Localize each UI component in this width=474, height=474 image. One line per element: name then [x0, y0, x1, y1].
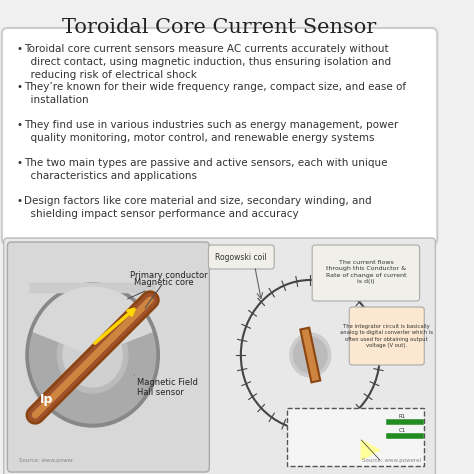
- FancyBboxPatch shape: [312, 245, 419, 301]
- Text: •: •: [17, 196, 23, 206]
- Text: They find use in various industries such as energy management, power
  quality m: They find use in various industries such…: [24, 120, 398, 143]
- Text: •: •: [17, 158, 23, 168]
- Text: •: •: [17, 44, 23, 54]
- Text: •: •: [17, 82, 23, 92]
- Text: Source: www.powerel: Source: www.powerel: [362, 458, 420, 463]
- Circle shape: [293, 337, 327, 373]
- FancyBboxPatch shape: [2, 28, 437, 245]
- Text: Design factors like core material and size, secondary winding, and
  shielding i: Design factors like core material and si…: [24, 196, 372, 219]
- Text: Primary conductor: Primary conductor: [130, 271, 207, 308]
- FancyBboxPatch shape: [4, 238, 436, 474]
- Text: Toroidal core current sensors measure AC currents accurately without
  direct co: Toroidal core current sensors measure AC…: [24, 44, 391, 81]
- FancyBboxPatch shape: [287, 408, 424, 466]
- FancyBboxPatch shape: [209, 245, 274, 269]
- Circle shape: [63, 323, 122, 387]
- Text: •: •: [17, 120, 23, 130]
- Text: Toroidal Core Current Sensor: Toroidal Core Current Sensor: [63, 18, 377, 37]
- Text: C1: C1: [398, 428, 406, 433]
- Text: The integrator circuit is basically
analog to digital converter which is
often u: The integrator circuit is basically anal…: [340, 324, 433, 348]
- FancyBboxPatch shape: [8, 242, 210, 472]
- Text: Magnetic core: Magnetic core: [128, 278, 194, 299]
- Polygon shape: [361, 440, 380, 460]
- Circle shape: [290, 333, 331, 377]
- Circle shape: [26, 283, 159, 427]
- Circle shape: [57, 317, 128, 393]
- FancyBboxPatch shape: [349, 307, 424, 365]
- Text: Rogowski coil: Rogowski coil: [215, 253, 267, 262]
- Wedge shape: [65, 323, 120, 355]
- Text: The two main types are passive and active sensors, each with unique
  characteri: The two main types are passive and activ…: [24, 158, 388, 181]
- FancyBboxPatch shape: [29, 283, 156, 293]
- Text: Ip: Ip: [40, 393, 53, 407]
- Circle shape: [30, 287, 155, 423]
- Text: Magnetic Field
Hall sensor: Magnetic Field Hall sensor: [134, 375, 198, 397]
- Text: They’re known for their wide frequency range, compact size, and ease of
  instal: They’re known for their wide frequency r…: [24, 82, 406, 105]
- Text: Source: www.power: Source: www.power: [18, 458, 73, 463]
- Wedge shape: [34, 287, 152, 355]
- Text: R1: R1: [398, 414, 406, 419]
- Text: The current flows
through this Conductor &
Rate of change of current
is d(i): The current flows through this Conductor…: [326, 260, 406, 284]
